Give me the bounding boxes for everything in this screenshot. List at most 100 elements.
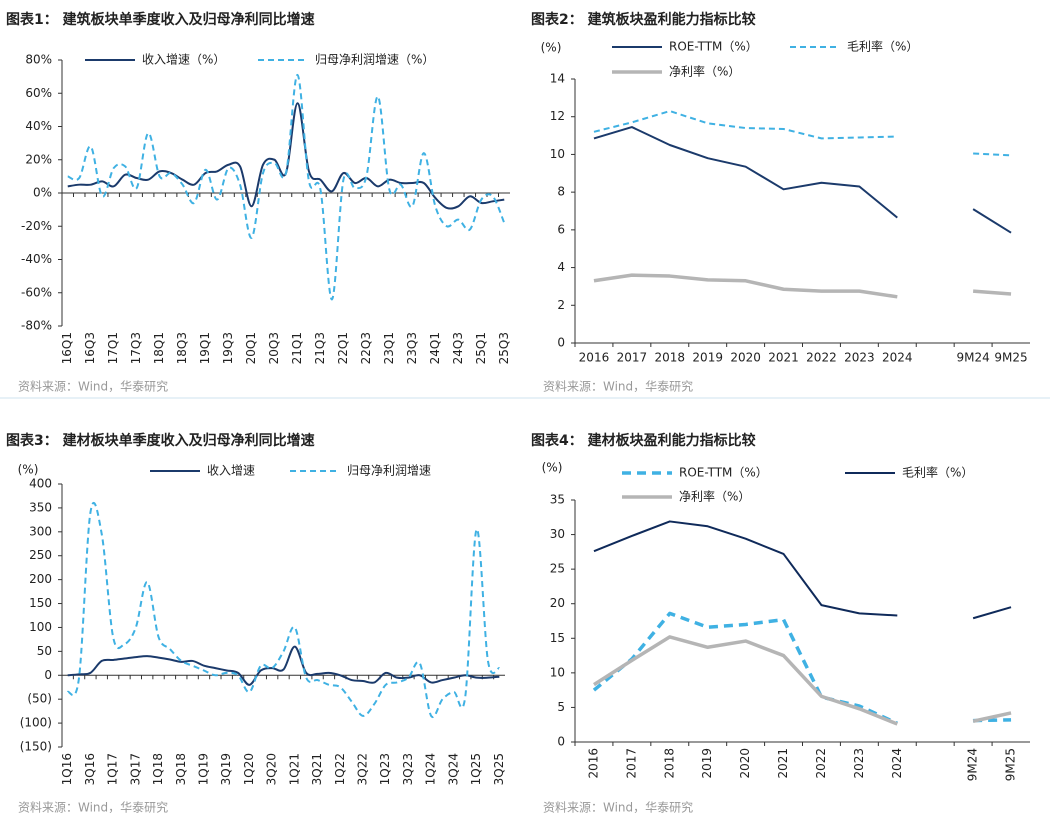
x-tick-label: 1Q19 <box>196 753 210 785</box>
x-tick-label: 17Q1 <box>106 332 120 364</box>
x-tick-label: 2017 <box>617 351 648 365</box>
x-tick-label: 20Q1 <box>244 332 258 364</box>
y-tick-label: 10 <box>550 147 565 161</box>
x-tick-label: 2018 <box>662 748 676 779</box>
chart-panel: 图表4： 建材板块盈利能力指标比较资料来源：Wind，华泰研究051015202… <box>531 432 1030 815</box>
x-tick-label: 1Q20 <box>242 753 256 785</box>
x-tick-label: 1Q23 <box>378 753 392 785</box>
x-tick-label: 9M24 <box>966 748 980 781</box>
x-tick-label: 19Q1 <box>198 332 212 364</box>
y-tick-label: 350 <box>29 500 52 514</box>
legend-label: 收入增速（%） <box>142 53 225 67</box>
y-tick-label: 0 <box>557 735 565 749</box>
x-tick-label: 21Q3 <box>313 332 327 364</box>
x-tick-label: 2022 <box>806 351 837 365</box>
x-tick-label: 2023 <box>844 351 875 365</box>
series-line <box>593 273 1012 299</box>
legend-label: 归母净利润增速 <box>347 464 431 478</box>
y-axis-label: (%) <box>18 463 39 477</box>
y-tick-label: 15 <box>550 631 565 645</box>
y-tick-label: 20 <box>550 596 565 610</box>
legend-label: ROE-TTM（%） <box>669 40 758 54</box>
x-tick-label: 1Q16 <box>60 753 74 785</box>
x-tick-label: 2022 <box>814 748 828 779</box>
x-tick-label: 23Q3 <box>405 332 419 364</box>
x-tick-label: 20Q3 <box>267 332 281 364</box>
y-tick-label: 20% <box>25 152 52 166</box>
chart-title: 图表3： 建材板块单季度收入及归母净利同比增速 <box>6 432 315 449</box>
x-tick-label: 23Q1 <box>382 332 396 364</box>
legend-label: 收入增速 <box>207 464 255 478</box>
series-line <box>67 645 500 686</box>
y-tick-label: 35 <box>550 493 565 507</box>
x-tick-label: 2017 <box>624 748 638 779</box>
y-tick-label: 80% <box>25 53 52 67</box>
x-tick-label: 1Q25 <box>469 753 483 785</box>
x-tick-label: 24Q3 <box>451 332 465 364</box>
legend-label: 毛利率（%） <box>902 465 973 480</box>
y-tick-label: (150) <box>20 740 52 754</box>
y-tick-label: 250 <box>29 548 52 562</box>
y-axis-label: (%) <box>541 41 562 55</box>
y-tick-label: 0 <box>557 336 565 350</box>
x-tick-label: 2021 <box>776 748 790 779</box>
y-axis-label: (%) <box>542 461 563 475</box>
y-tick-label: -40% <box>21 252 52 266</box>
x-tick-label: 18Q3 <box>175 332 189 364</box>
x-tick-label: 19Q3 <box>221 332 235 364</box>
x-tick-label: 9M25 <box>994 351 1027 365</box>
series-line <box>592 611 1012 725</box>
y-tick-label: 30 <box>550 527 565 541</box>
series-line <box>66 502 501 719</box>
series-line <box>593 110 1012 157</box>
x-tick-label: 3Q22 <box>356 753 370 785</box>
x-tick-label: 3Q24 <box>446 753 460 785</box>
x-tick-label: 3Q17 <box>128 753 142 785</box>
x-tick-label: 24Q1 <box>428 332 442 364</box>
x-tick-label: 2024 <box>882 351 913 365</box>
legend-label: 毛利率（%） <box>847 39 918 54</box>
x-tick-label: 25Q3 <box>497 332 511 364</box>
legend-label: 归母净利润增速（%） <box>315 53 434 67</box>
y-tick-label: 4 <box>557 260 565 274</box>
x-tick-label: 2018 <box>655 351 686 365</box>
x-tick-label: 3Q25 <box>492 753 506 785</box>
y-tick-label: 0 <box>44 668 52 682</box>
y-tick-label: -80% <box>21 319 52 333</box>
y-tick-label: 50 <box>37 644 52 658</box>
series-line <box>593 635 1012 726</box>
legend-label: ROE-TTM（%） <box>679 466 768 480</box>
x-tick-label: 3Q16 <box>83 753 97 785</box>
x-tick-label: 3Q21 <box>310 753 324 785</box>
x-tick-label: 16Q3 <box>83 332 97 364</box>
legend-label: 净利率（%） <box>679 489 750 504</box>
chart-source: 资料来源：Wind，华泰研究 <box>18 800 168 815</box>
x-tick-label: 3Q18 <box>174 753 188 785</box>
y-tick-label: (100) <box>20 716 52 730</box>
x-tick-label: 2020 <box>738 748 752 779</box>
y-tick-label: 10 <box>550 665 565 679</box>
chart-title: 图表1： 建筑板块单季度收入及归母净利同比增速 <box>6 11 315 28</box>
x-tick-label: 2016 <box>579 351 610 365</box>
y-tick-label: -20% <box>21 219 52 233</box>
x-tick-label: 3Q20 <box>265 753 279 785</box>
x-tick-label: 1Q24 <box>424 753 438 785</box>
y-tick-label: (50) <box>27 692 52 706</box>
chart-title: 图表4： 建材板块盈利能力指标比较 <box>531 432 756 449</box>
y-tick-label: 100 <box>29 620 52 634</box>
y-tick-label: -60% <box>21 285 52 299</box>
y-tick-label: 6 <box>557 222 565 236</box>
x-tick-label: 9M24 <box>956 351 989 365</box>
x-tick-label: 2020 <box>730 351 761 365</box>
series-line <box>67 73 506 301</box>
y-tick-label: 60% <box>25 86 52 100</box>
chart-source: 资料来源：Wind，华泰研究 <box>543 800 693 815</box>
chart-source: 资料来源：Wind，华泰研究 <box>543 379 693 394</box>
x-tick-label: 2019 <box>700 748 714 779</box>
chart-source: 资料来源：Wind，华泰研究 <box>18 379 168 394</box>
x-tick-label: 1Q17 <box>106 753 120 785</box>
x-tick-label: 16Q1 <box>60 332 74 364</box>
